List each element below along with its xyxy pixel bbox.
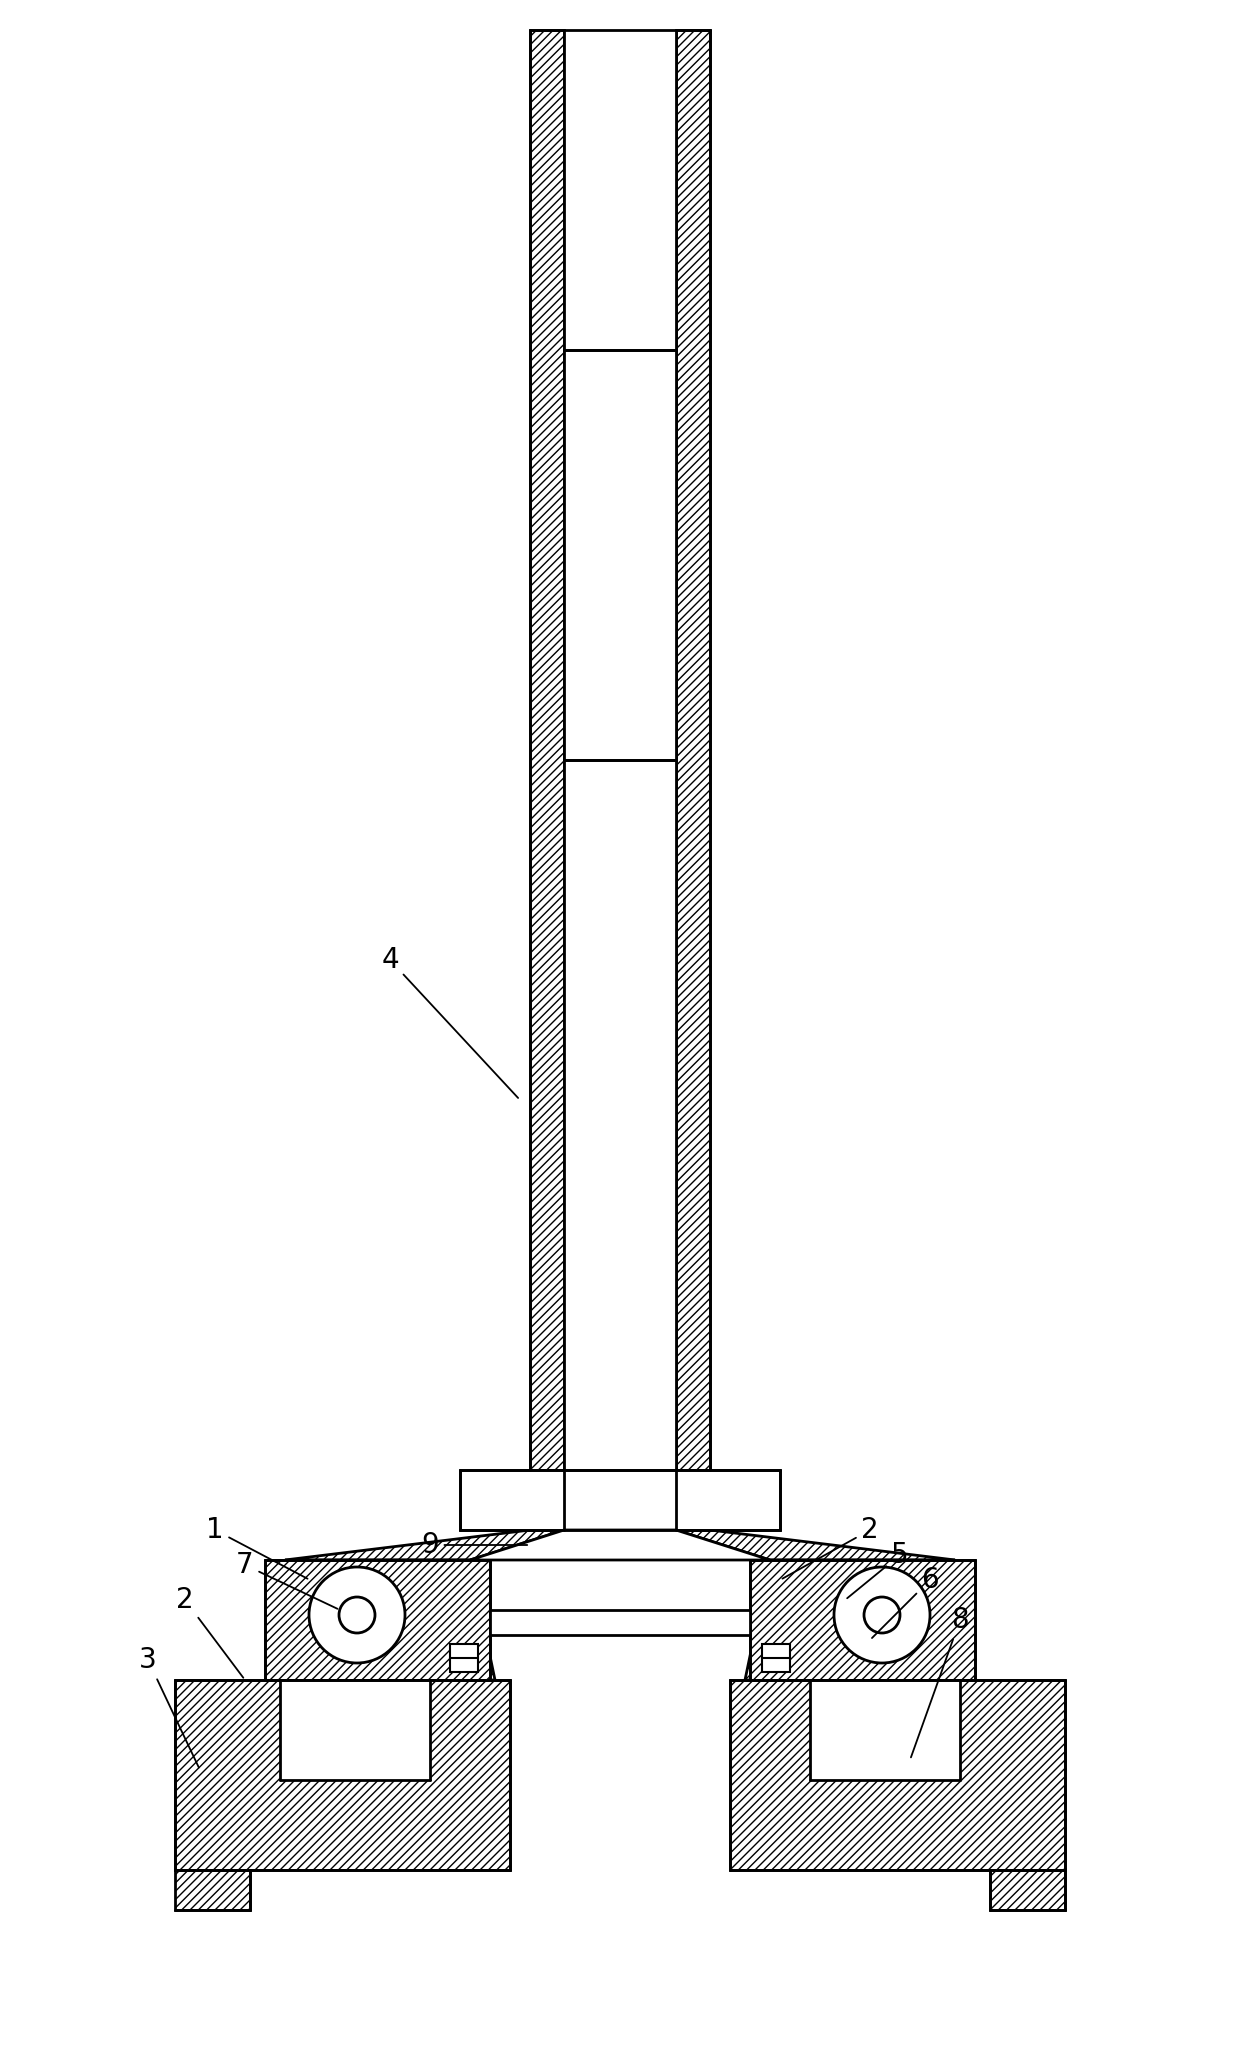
Bar: [564, 31, 676, 1469]
Circle shape: [309, 1567, 405, 1664]
Polygon shape: [285, 1531, 564, 1559]
Polygon shape: [285, 1559, 495, 1680]
Bar: [529, 31, 564, 1469]
Bar: [763, 1643, 790, 1672]
Text: 3: 3: [139, 1645, 198, 1768]
Text: 9: 9: [422, 1531, 527, 1559]
Text: 4: 4: [381, 947, 518, 1098]
Text: 7: 7: [236, 1551, 337, 1608]
Bar: [990, 1871, 1065, 1910]
Bar: [490, 1611, 750, 1635]
Text: 8: 8: [911, 1606, 968, 1758]
Bar: [750, 1559, 975, 1680]
Circle shape: [339, 1596, 374, 1633]
Text: 6: 6: [872, 1565, 939, 1637]
Bar: [460, 1469, 780, 1531]
Text: 2: 2: [176, 1586, 243, 1678]
Circle shape: [864, 1596, 900, 1633]
Text: 1: 1: [206, 1516, 308, 1578]
Bar: [175, 1871, 250, 1910]
Bar: [676, 31, 711, 1469]
Polygon shape: [676, 1531, 955, 1559]
Bar: [450, 1643, 477, 1672]
Bar: [730, 1680, 1065, 1871]
Bar: [265, 1559, 490, 1680]
Bar: [175, 1680, 510, 1871]
Circle shape: [835, 1567, 930, 1664]
Bar: [280, 1680, 430, 1781]
Bar: [564, 350, 676, 760]
Bar: [810, 1680, 960, 1781]
Polygon shape: [745, 1559, 955, 1680]
Text: 5: 5: [847, 1541, 909, 1598]
Polygon shape: [470, 1531, 770, 1559]
Text: 2: 2: [782, 1516, 879, 1578]
